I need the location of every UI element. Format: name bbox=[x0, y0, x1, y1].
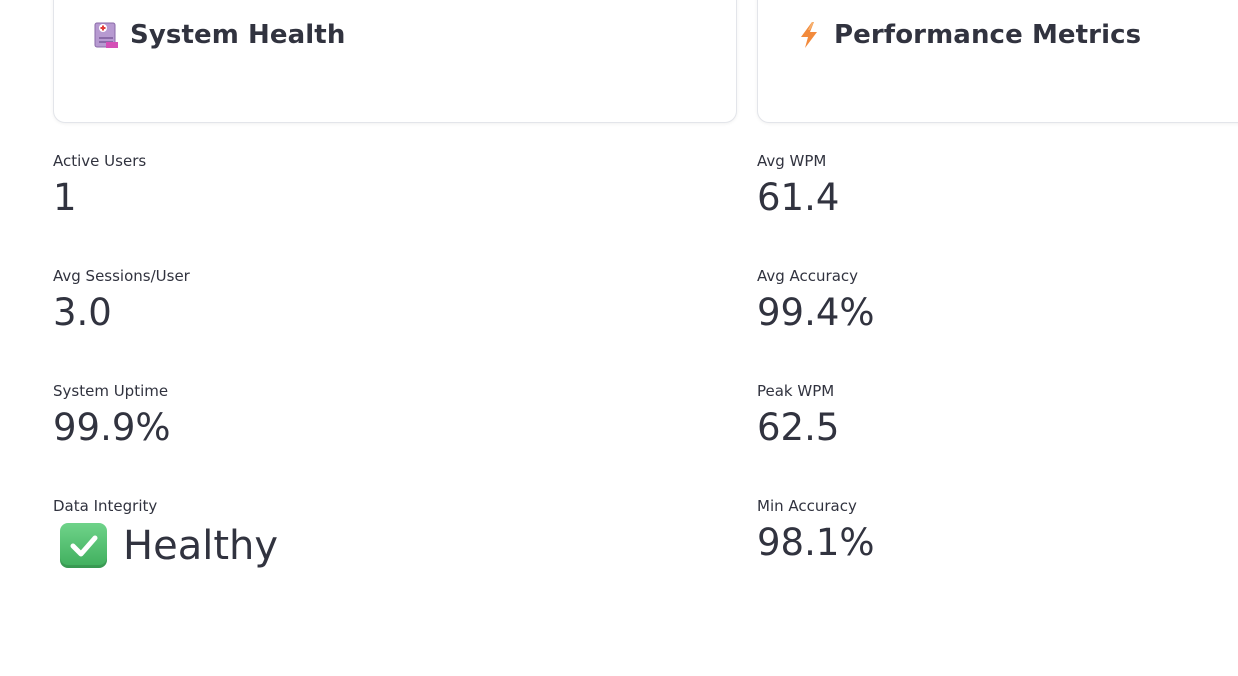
performance-metrics-title: Performance Metrics bbox=[796, 20, 1141, 50]
metric-label: Avg Sessions/User bbox=[53, 267, 190, 285]
metric-system-uptime: System Uptime 99.9% bbox=[53, 382, 171, 450]
metric-label: Data Integrity bbox=[53, 497, 158, 515]
metric-avg-sessions: Avg Sessions/User 3.0 bbox=[53, 267, 190, 335]
hospital-icon bbox=[92, 20, 120, 50]
metric-avg-accuracy: Avg Accuracy 99.4% bbox=[757, 267, 875, 335]
metric-label: Avg WPM bbox=[757, 152, 827, 170]
metric-value: 62.5 bbox=[757, 406, 840, 449]
metric-min-accuracy: Min Accuracy 98.1% bbox=[757, 497, 875, 565]
metric-peak-wpm: Peak WPM 62.5 bbox=[757, 382, 839, 450]
check-mark-icon bbox=[60, 523, 107, 568]
metric-value: Healthy bbox=[60, 523, 278, 568]
metric-label: Peak WPM bbox=[757, 382, 835, 400]
integrity-status-text: Healthy bbox=[123, 522, 279, 569]
metric-value: 99.4% bbox=[757, 291, 875, 334]
lightning-icon bbox=[796, 20, 824, 50]
metric-value: 3.0 bbox=[53, 291, 112, 334]
metric-active-users: Active Users 1 bbox=[53, 152, 146, 220]
performance-metrics-title-text: Performance Metrics bbox=[834, 20, 1142, 50]
metric-label: Min Accuracy bbox=[757, 497, 857, 515]
metric-value: 1 bbox=[53, 176, 77, 219]
system-health-card: System Health bbox=[53, 0, 737, 123]
metric-value: 99.9% bbox=[53, 406, 171, 449]
system-health-title: System Health bbox=[92, 20, 345, 50]
performance-metrics-card: Performance Metrics bbox=[757, 0, 1238, 123]
metric-value: 61.4 bbox=[757, 176, 840, 219]
metric-value: 98.1% bbox=[757, 521, 875, 564]
metric-avg-wpm: Avg WPM 61.4 bbox=[757, 152, 839, 220]
metric-label: Active Users bbox=[53, 152, 147, 170]
metric-label: Avg Accuracy bbox=[757, 267, 859, 285]
metric-label: System Uptime bbox=[53, 382, 169, 400]
metric-data-integrity: Data Integrity Healthy bbox=[53, 497, 278, 568]
system-health-title-text: System Health bbox=[130, 20, 346, 50]
